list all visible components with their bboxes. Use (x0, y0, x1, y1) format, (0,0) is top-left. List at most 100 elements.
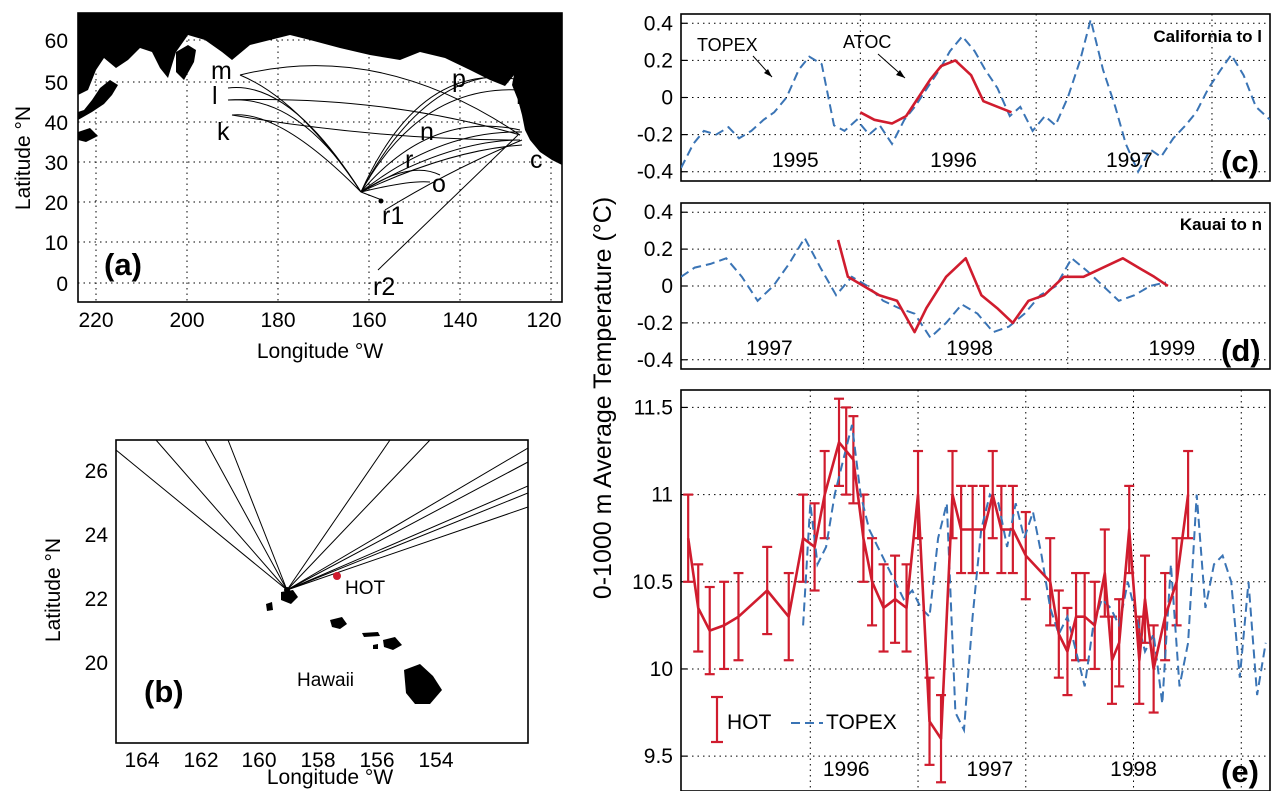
hot-label: HOT (345, 578, 386, 599)
topex-annotation: TOPEX (697, 35, 758, 55)
atoc-annotation: ATOC (843, 32, 891, 52)
topex-series-line (681, 235, 1167, 340)
map-a-rays (227, 65, 523, 271)
chart-c-grid (681, 14, 1270, 181)
station-label: i (503, 46, 509, 74)
panel-label-e: (e) (1221, 754, 1259, 789)
legend-hot-label: HOT (727, 711, 772, 734)
kauai-island (281, 590, 298, 604)
chart-c: 0.4 0.2 0 -0.2 -0.4 1995 1996 1997 California … (637, 12, 1271, 184)
y-tick-label: 10 (650, 658, 673, 681)
y-axis-label: Latitude °N (42, 538, 65, 642)
map-b-frame (115, 439, 529, 744)
kauai-source-marker (284, 587, 290, 593)
map-a-frame (77, 12, 563, 303)
y-tick-label: 0.2 (644, 49, 673, 72)
chart-c-title: California to l (1153, 27, 1262, 46)
y-tick-label: 10 (45, 232, 68, 255)
panel-label-a: (a) (104, 247, 142, 282)
station-label: r2 (373, 273, 395, 301)
map-b-xticks: 164 162 160 158 156 154 (124, 749, 453, 772)
station-label: h,g (516, 82, 551, 110)
japan-landmass (78, 80, 118, 120)
y-tick-label: 11.5 (634, 396, 673, 419)
map-a-yticks: 60 50 40 30 20 10 0 (45, 30, 68, 296)
hawaii-dot (378, 198, 384, 204)
big-island (404, 664, 442, 704)
panel-label-d: (d) (1221, 333, 1261, 368)
year-label: 1996 (930, 149, 977, 172)
x-tick-label: 156 (359, 749, 394, 772)
chart-e: 11.5 11 10.5 10 9.5 1996 1997 1998 HOT TOPEX (… (632, 389, 1271, 791)
hot-station-marker (333, 572, 341, 580)
arrowhead-icon (896, 70, 905, 78)
x-tick-label: 160 (351, 309, 386, 332)
chart-d-title: Kauai to n (1180, 215, 1262, 234)
chart-d: 0.40.20-0.2-0.4 1997 1998 1999 Kauai to n … (637, 201, 1271, 372)
chart-e-yticks: 11.5 11 10.5 10 9.5 (632, 396, 673, 768)
molokai-island (362, 632, 380, 637)
y-tick-label: 20 (45, 192, 68, 215)
y-tick-label: 0 (661, 87, 673, 110)
oahu-island (330, 617, 347, 629)
niihau-island (266, 602, 273, 611)
y-tick-label: 0.4 (644, 201, 674, 224)
x-tick-label: 180 (260, 309, 295, 332)
station-label: l (212, 82, 218, 110)
legend-topex-label: TOPEX (826, 711, 897, 734)
shared-y-axis-label: 0-1000 m Average Temperature (°C) (589, 197, 617, 599)
y-tick-label: 9.5 (644, 745, 673, 768)
year-label: 1998 (1110, 758, 1157, 781)
chart-c-year-labels: 1995 1996 1997 (772, 149, 1153, 172)
lanai-island (373, 644, 378, 649)
map-b-yticks: 26 24 22 20 (85, 460, 109, 675)
y-tick-label: -0.2 (637, 312, 673, 335)
y-tick-label: 30 (45, 152, 68, 175)
year-label: 1997 (746, 337, 793, 360)
map-a: m l k p i h,g n d r c o r1 r2 220 200 18… (12, 12, 563, 363)
year-label: 1997 (967, 758, 1014, 781)
y-tick-label: 0 (661, 275, 673, 298)
y-tick-label: 0 (56, 273, 68, 296)
asia-landmass (78, 13, 562, 95)
x-axis-label: Longitude °W (257, 340, 383, 363)
atoc-series-line (859, 59, 1012, 125)
station-label: o (432, 170, 446, 198)
y-tick-label: 22 (85, 588, 108, 611)
hawaii-label: Hawaii (297, 670, 354, 691)
y-tick-label: 20 (85, 652, 108, 675)
x-tick-label: 158 (300, 749, 335, 772)
station-label: r1 (382, 202, 404, 230)
x-tick-label: 164 (124, 749, 159, 772)
atoc-series-line (836, 239, 1169, 334)
x-axis-label: Longitude °W (267, 766, 393, 789)
station-label: k (217, 118, 230, 146)
year-label: 1997 (1106, 149, 1153, 172)
x-tick-label: 162 (183, 749, 218, 772)
x-tick-label: 220 (78, 309, 113, 332)
y-tick-label: 11 (651, 484, 673, 507)
y-axis-label: Latitude °N (12, 106, 35, 210)
station-label: c (530, 146, 543, 174)
station-label: d (529, 114, 543, 142)
y-tick-label: 60 (45, 30, 68, 53)
chart-e-frame (680, 389, 1271, 791)
y-tick-label: -0.2 (637, 124, 673, 147)
chart-c-series (681, 19, 1270, 174)
maui-island (383, 637, 402, 650)
y-tick-label: 10.5 (632, 571, 673, 594)
y-tick-label: 40 (45, 112, 68, 135)
year-label: 1996 (823, 758, 870, 781)
chart-e-year-labels: 1996 1997 1998 (823, 758, 1157, 781)
y-tick-label: 50 (45, 72, 68, 95)
x-tick-label: 140 (442, 309, 477, 332)
chart-c-yticks: 0.4 0.2 0 -0.2 -0.4 (637, 12, 674, 183)
arrowhead-icon (764, 69, 772, 77)
hot-series-line (686, 440, 1190, 741)
topex-series-line (802, 424, 1267, 734)
x-tick-label: 200 (169, 309, 204, 332)
y-tick-label: 24 (85, 524, 109, 547)
map-a-grid (78, 13, 562, 302)
panel-label-c: (c) (1221, 144, 1259, 179)
